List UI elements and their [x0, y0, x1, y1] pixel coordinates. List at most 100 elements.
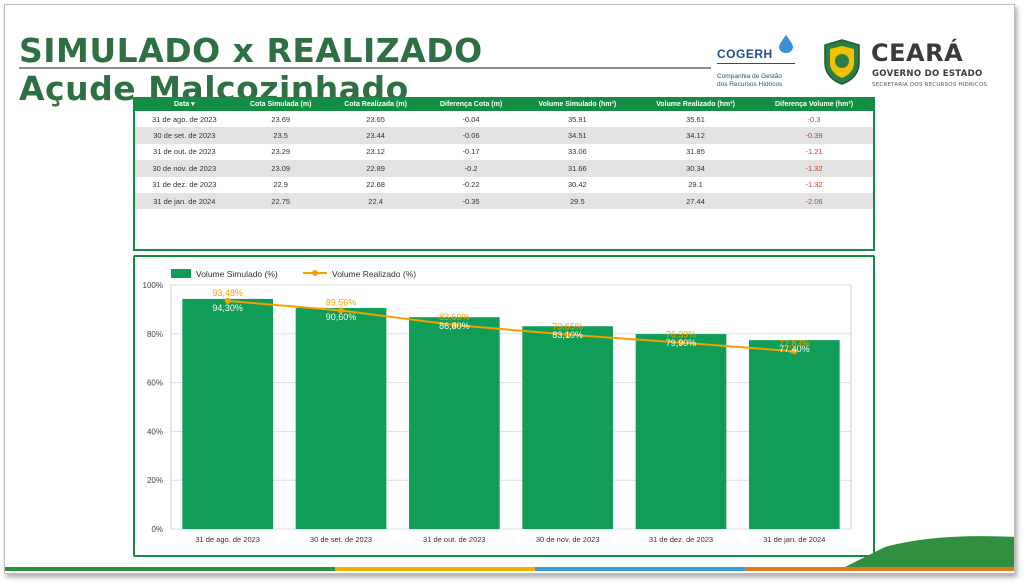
- cogerh-logo-sub2: dos Recursos Hídricos: [717, 81, 783, 88]
- table-cell: 27.44: [636, 192, 756, 210]
- table-cell: 23.65: [366, 114, 385, 124]
- data-point: [678, 339, 684, 346]
- ceara-logo-name: CEARÁ: [871, 39, 964, 67]
- table-cell: 31 de ago. de 2023: [152, 114, 217, 124]
- line-data-label: 83,60%: [439, 312, 470, 322]
- table-cell: -0.35: [423, 192, 519, 210]
- footer-stripe-orange: [745, 567, 1014, 571]
- table-cell: 35.91: [567, 114, 587, 124]
- table-cell: 22.4: [327, 192, 424, 210]
- bar: [522, 326, 613, 529]
- line-data-label: 72,83%: [779, 338, 810, 348]
- column-header-data[interactable]: Data ▾: [135, 97, 234, 111]
- bar-data-label: 79,90%: [666, 338, 697, 348]
- legend-marker-realizado: [312, 270, 318, 276]
- x-tick-label: 30 de set. de 2023: [310, 535, 372, 544]
- table-cell: -0.2: [423, 160, 519, 177]
- footer-stripe-yellow: [335, 567, 535, 571]
- ceara-logo: CEARÁ GOVERNO DO ESTADO SECRETARIA DOS R…: [821, 39, 1001, 95]
- line-data-label: 93,48%: [212, 288, 243, 298]
- data-point: [224, 297, 231, 304]
- x-tick-label: 30 de nov. de 2023: [536, 535, 600, 544]
- shield-icon: [824, 39, 860, 85]
- bar: [182, 298, 273, 529]
- page-title: SIMULADO x REALIZADO: [19, 31, 483, 70]
- table-cell: 22.75: [233, 192, 328, 210]
- bar-data-label: 77,40%: [779, 344, 810, 354]
- cogerh-logo: COGERH Companhia de Gestão dos Recursos …: [711, 35, 811, 93]
- title-divider: [19, 67, 711, 69]
- y-tick-label: 100%: [143, 281, 163, 290]
- bar-data-label: 86,80%: [439, 321, 470, 331]
- bar-data-label: 94,30%: [212, 303, 243, 313]
- ceara-logo-gov: GOVERNO DO ESTADO: [872, 69, 983, 79]
- slide: SIMULADO x REALIZADO Açude Malcozinhado …: [4, 4, 1015, 574]
- table-cell: 22.68: [366, 180, 385, 190]
- table-row: 30 de nov. de 2023 23.09 22.89 -0.2 31.6…: [135, 160, 873, 177]
- bar: [295, 307, 387, 529]
- table-cell: 23.29: [271, 147, 291, 157]
- table-cell: 22.9: [273, 180, 288, 190]
- y-tick-label: 60%: [147, 379, 163, 388]
- footer-wave: [845, 536, 1014, 567]
- table-cell: 29.1: [688, 180, 703, 190]
- column-header-diferenca-cota[interactable]: Diferença Cota (m): [423, 97, 519, 111]
- table-cell: 31 de dez. de 2023: [152, 180, 217, 190]
- column-header-volume-realizado[interactable]: Volume Realizado (hm³): [636, 97, 756, 111]
- data-table: Data ▾ Cota Simulada (m) Cota Realizada …: [135, 97, 873, 210]
- bar-data-label: 83,10%: [552, 330, 583, 340]
- table-cell: 31.85: [686, 147, 705, 157]
- footer-stripe-blue: [535, 567, 745, 571]
- table-cell: -0.06: [423, 127, 519, 144]
- table-cell: 31 de jan. de 2024: [135, 192, 234, 210]
- table-cell: 30.34: [636, 160, 756, 177]
- table-cell: 23.44: [327, 127, 424, 144]
- cogerh-logo-name: COGERH: [717, 47, 773, 61]
- column-header-volume-simulado[interactable]: Volume Simulado (hm³): [518, 97, 636, 111]
- table-cell: -2.06: [755, 192, 873, 210]
- table-cell: 30 de nov. de 2023: [135, 160, 234, 177]
- volume-chart: 0% 20% 40% 60% 80% 100% 31 de ago. de 2023 30 d…: [143, 269, 852, 544]
- table-row: 31 de dez. de 2023 22.9 22.68 -0.22 30.4…: [135, 177, 873, 193]
- water-drop-icon: [779, 35, 793, 53]
- table-cell: 34.12: [636, 127, 756, 144]
- table-cell: 23.5: [233, 127, 328, 144]
- table-header-row: Data ▾ Cota Simulada (m) Cota Realizada …: [135, 97, 873, 111]
- bar: [409, 317, 500, 529]
- realizado-line: [227, 299, 795, 353]
- legend-label-realizado: Volume Realizado (%): [332, 269, 416, 279]
- table-cell: 23.09: [233, 160, 328, 177]
- column-header-diferenca-volume[interactable]: Diferença Volume (hm³): [755, 97, 873, 111]
- x-tick-label: 31 de out. de 2023: [423, 535, 486, 544]
- x-tick-label: 31 de dez. de 2023: [649, 535, 713, 544]
- data-point: [451, 322, 458, 329]
- footer-stripe-green: [5, 567, 335, 571]
- bar: [635, 334, 727, 529]
- y-tick-label: 80%: [147, 330, 163, 339]
- table-cell: -1.21: [805, 147, 823, 157]
- table-cell: -0.3: [807, 114, 821, 124]
- column-header-cota-simulada[interactable]: Cota Simulada (m): [233, 97, 328, 111]
- bar-data-label: 90,60%: [326, 312, 357, 322]
- table-cell: -0.17: [462, 147, 480, 157]
- line-data-label: 79,65%: [552, 322, 583, 332]
- y-tick-label: 40%: [147, 427, 163, 436]
- table-cell: -0.04: [462, 114, 480, 124]
- table-cell: 35.61: [686, 114, 705, 124]
- table-row: 30 de set. de 2023 23.5 23.44 -0.06 34.5…: [135, 127, 873, 144]
- x-tick-label: 31 de jan. de 2024: [763, 535, 825, 544]
- data-point: [338, 307, 344, 314]
- table-cell: 30 de set. de 2023: [135, 127, 234, 144]
- column-header-cota-realizada[interactable]: Cota Realizada (m): [327, 97, 424, 111]
- bar: [749, 340, 840, 529]
- line-data-label: 89,56%: [326, 297, 357, 307]
- y-tick-label: 0%: [151, 525, 163, 534]
- table-row: 31 de ago. de 2023 23.69 23.65 -0.04 35.…: [135, 111, 873, 127]
- cogerh-logo-sub1: Companhia de Gestão: [717, 73, 783, 80]
- table-cell: -1.32: [755, 160, 873, 177]
- chart-panel: 0% 20% 40% 60% 80% 100% 31 de ago. de 2023 30 d…: [133, 255, 875, 557]
- table-row: 31 de out. de 2023 23.29 23.12 -0.17 33.…: [135, 144, 873, 160]
- table-cell: 23.69: [271, 114, 291, 124]
- table-cell: 34.51: [518, 127, 636, 144]
- data-point: [564, 331, 571, 338]
